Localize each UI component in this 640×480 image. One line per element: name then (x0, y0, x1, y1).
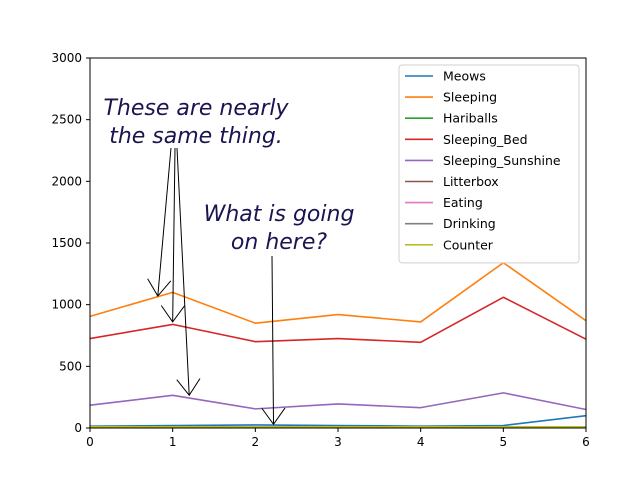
series-layer (89, 261, 587, 429)
legend-label: Sleeping_Bed (443, 132, 528, 147)
series-line-meows (89, 414, 587, 427)
y-tick-label: 2000 (51, 174, 82, 188)
x-tick-label: 2 (252, 435, 260, 449)
x-tick-label: 4 (417, 435, 425, 449)
annotation-text: What is going (204, 202, 355, 227)
annotation-text: on here? (231, 230, 327, 255)
legend-box (398, 64, 580, 264)
legend: Meows Sleeping Hariballs Sleeping_Bed Sleepi… (398, 64, 580, 264)
annotation-arrow-head (176, 378, 201, 397)
series-line-sleeping (89, 261, 587, 324)
annotation-text: the same thing. (109, 124, 283, 149)
y-tick-label: 3000 (51, 51, 82, 65)
annotation-arrow-shaft (176, 147, 190, 396)
annotation-text: These are nearly (103, 96, 289, 121)
y-tick-label: 0 (74, 421, 82, 435)
y-tick-label: 1500 (51, 236, 82, 250)
legend-label: Sleeping (443, 90, 497, 105)
legend-label: Hariballs (443, 111, 498, 126)
annotation-arrow-shaft (172, 147, 176, 322)
x-tick-label: 1 (169, 435, 177, 449)
annotation-arrow-head (160, 305, 185, 323)
x-tick-label: 6 (582, 435, 590, 449)
legend-label: Litterbox (443, 174, 499, 189)
y-tick-label: 500 (59, 359, 82, 373)
x-tick-label: 3 (334, 435, 342, 449)
legend-label: Sleeping_Sunshine (443, 153, 561, 168)
annotation-arrow-shaft (271, 255, 275, 425)
x-tick-label: 5 (500, 435, 508, 449)
y-tick-label: 2500 (51, 113, 82, 127)
axis-ticks: 0 1 2 3 4 5 6 0 500 1000 1500 2000 2500 3000 (51, 51, 589, 449)
annotation-arrow-head (147, 278, 172, 297)
series-line-sleeping-bed (89, 296, 587, 344)
y-tick-label: 1000 (51, 298, 82, 312)
series-line-sleeping-sunshine (89, 392, 587, 411)
legend-label: Eating (443, 195, 483, 210)
annotations: These are nearly the same thing. What is g… (103, 96, 355, 426)
legend-label: Meows (443, 69, 486, 84)
annotation-arrow-shaft (157, 147, 172, 297)
x-tick-label: 0 (86, 435, 94, 449)
legend-label: Counter (443, 237, 494, 252)
legend-label: Drinking (443, 216, 496, 231)
annotation-arrow-head (261, 407, 286, 426)
